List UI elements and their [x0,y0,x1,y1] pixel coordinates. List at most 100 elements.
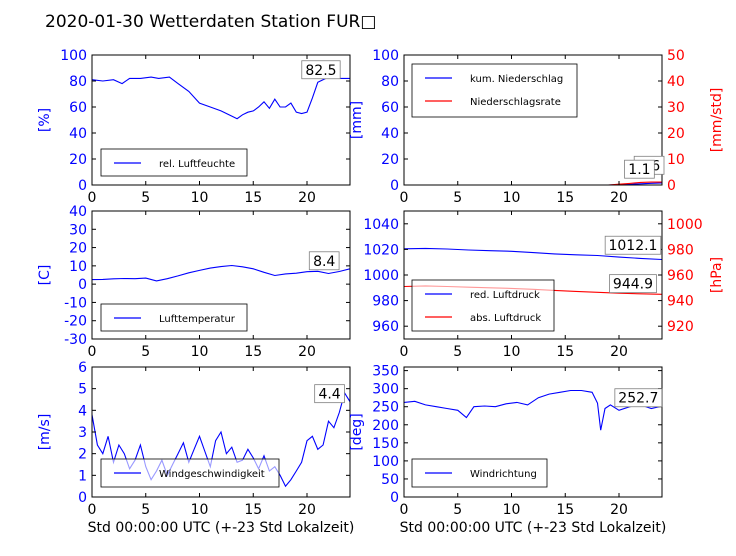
value-annotation-box [301,60,341,80]
value-annotation: 1012.1 [608,238,657,254]
x-tick-label: 10 [191,502,209,518]
series-line-temperature-0 [92,264,350,282]
value-annotation: 944.9 [613,277,653,293]
panel-pressure: 0 5 10 15 20 960 980 1000 1020 1040 920 940 960 980 10… [363,210,725,360]
x-tick-label: 15 [244,502,262,518]
x-tick-label: 15 [556,190,574,206]
y-tick-label-right: 20 [667,126,685,142]
y-axis-label: [m/s] [37,414,53,451]
series-line-precipitation-1 [404,181,662,185]
y-tick-label: 6 [78,360,87,376]
y-tick-label: 150 [372,436,399,452]
plot-frame [403,54,663,186]
y-tick-label: 3 [78,425,87,441]
value-annotation: 1.1 [628,162,650,178]
y-tick-label: 2 [78,447,87,463]
y-tick-label: 5 [78,382,87,398]
y-tick-label-right: 50 [667,48,685,64]
plot-frame [403,366,663,498]
y-tick-label: 4 [78,403,87,419]
value-annotation-box [314,384,345,404]
series-line-pressure-0 [404,247,662,261]
y-tick-label: 50 [381,472,399,488]
y-tick-label-right: 40 [667,74,685,90]
x-tick-label: 0 [400,344,409,360]
y-tick-label-right: 980 [667,242,694,258]
y-tick-label: 960 [372,319,399,335]
legend-label: Niederschlagsrate [470,97,561,108]
y-tick-label: 0 [78,490,87,506]
value-annotation: 8.4 [313,254,335,270]
x-tick-label: 5 [453,344,462,360]
x-tick-label: 5 [141,344,150,360]
y-tick-label: 1000 [363,268,399,284]
x-tick-label: 0 [88,502,97,518]
y-tick-label: 80 [381,74,399,90]
x-tick-label: 20 [610,344,628,360]
x-tick-label: 10 [503,344,521,360]
y-tick-label: 60 [381,100,399,116]
y-tick-label: 0 [390,178,399,194]
y-tick-label: -30 [64,332,87,348]
y-tick-label-right: 1000 [667,217,703,233]
y-axis-label: [deg] [349,413,365,450]
x-tick-label: 15 [244,190,262,206]
x-tick-label: 0 [400,190,409,206]
y-axis-label: [C] [37,265,53,286]
legend-box [411,63,578,118]
y-tick-label: -20 [64,314,87,330]
value-annotation-box [604,235,662,255]
y-tick-label: 10 [69,259,87,275]
value-annotation-box [308,251,340,271]
y-axis-label-right: [mm/std] [709,88,725,153]
value-annotation: 4.4 [318,387,340,403]
x-tick-label: 5 [453,502,462,518]
y-tick-label: 20 [69,241,87,257]
value-annotation-box [624,159,655,179]
y-tick-label: 30 [69,222,87,238]
y-tick-label: 40 [69,204,87,220]
y-tick-label: 40 [69,126,87,142]
y-tick-label: 350 [372,364,399,380]
y-tick-label: 1040 [363,217,399,233]
y-tick-label: 0 [78,178,87,194]
plot-frame [91,54,351,186]
y-tick-label: 100 [60,48,87,64]
x-tick-label: 15 [244,344,262,360]
panel-temperature: 0 5 10 15 20 -30 -20 -10 0 10 20 30 40 [C] 8.4 Lufttemp… [37,204,351,360]
y-tick-label: 60 [69,100,87,116]
y-tick-label: 80 [69,74,87,90]
y-tick-label: 1020 [363,242,399,258]
y-tick-label: -10 [64,295,87,311]
legend-label: Lufttemperatur [159,314,236,325]
x-tick-label: 5 [141,190,150,206]
x-tick-label: 5 [141,502,150,518]
x-axis-label: Std 00:00:00 UTC (+-23 Std Lokalzeit) [400,520,667,536]
series-line-wind-direction-0 [404,389,662,431]
x-tick-label: 5 [453,190,462,206]
panel-precipitation: 0 5 10 15 20 0 20 40 60 80 100 0 10 20 30 40 50 [mm] [mm/s… [349,48,725,206]
x-tick-label: 10 [191,190,209,206]
y-tick-label-right: 920 [667,319,694,335]
legend-label: rel. Luftfeuchte [159,159,235,170]
y-axis-label-right: [hPa] [709,257,725,293]
x-tick-label: 20 [298,502,316,518]
x-tick-label: 20 [298,344,316,360]
series-line-precipitation-0 [404,182,662,185]
value-annotation: 82.5 [305,63,336,79]
y-tick-label: 250 [372,400,399,416]
legend-label: Windgeschwindigkeit [159,469,265,480]
y-tick-label: 100 [372,454,399,470]
x-axis-label: Std 00:00:00 UTC (+-23 Std Lokalzeit) [88,520,355,536]
x-tick-label: 0 [88,344,97,360]
legend-label: kum. Niederschlag [470,74,563,85]
y-axis-label: [mm] [349,101,365,139]
y-tick-label: 200 [372,418,399,434]
x-tick-label: 10 [503,190,521,206]
value-annotation-box [609,274,657,294]
y-tick-label: 100 [372,48,399,64]
y-axis-label: [%] [37,108,53,132]
panel-humidity: 0 5 10 15 20 0 20 40 60 80 100 [%] 82.5 rel. Luftfeuc… [37,48,351,206]
